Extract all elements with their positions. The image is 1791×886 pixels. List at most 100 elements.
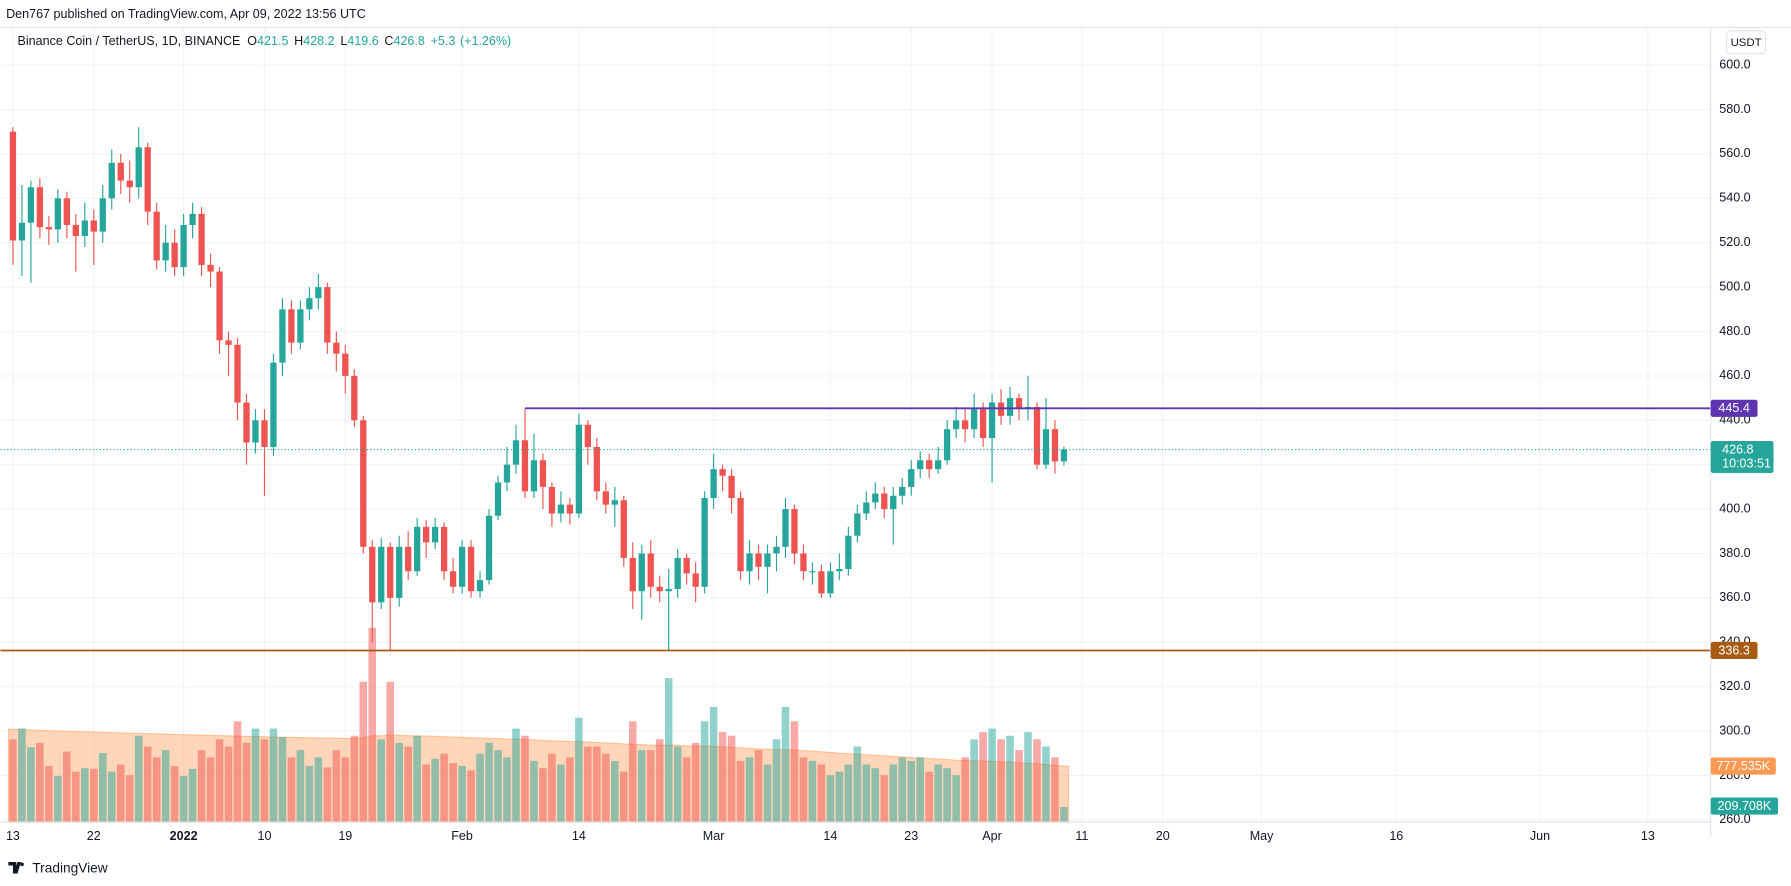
- last-price-badge: [1710, 441, 1774, 473]
- logo-icon: [8, 862, 21, 874]
- x-tick-label: 13: [1641, 829, 1655, 843]
- volume-bar: [72, 771, 80, 823]
- volume-bar: [673, 746, 682, 823]
- candle: [953, 406, 960, 439]
- currency: USDT: [1731, 37, 1762, 49]
- x-tick-label: 22: [87, 829, 101, 843]
- volume-bar: [548, 753, 556, 823]
- x-tick-label: 10: [257, 829, 271, 843]
- candle: [944, 420, 951, 465]
- y-tick-label: 540.0: [1719, 191, 1750, 205]
- volume-bar: [799, 757, 808, 823]
- candle: [764, 544, 771, 594]
- candle-body: [638, 553, 645, 592]
- candle: [297, 300, 304, 350]
- volume-bar: [81, 768, 89, 823]
- candle-body: [198, 213, 205, 265]
- candle-body: [117, 162, 124, 181]
- candle-body: [917, 460, 924, 470]
- candle: [988, 393, 996, 483]
- legend-l-label: L: [340, 35, 347, 49]
- volume-bar: [718, 732, 727, 823]
- candle: [108, 149, 115, 210]
- hline-badge: [1710, 399, 1758, 417]
- volume-bar: [161, 750, 170, 823]
- volume-bar: [305, 765, 314, 823]
- candle: [1051, 420, 1059, 474]
- x-tick-label: Feb: [451, 829, 473, 843]
- volume-bar: [440, 753, 448, 823]
- volume-bar: [233, 721, 242, 823]
- volume-badge: [1710, 797, 1779, 815]
- candle-body: [207, 264, 214, 272]
- candle-body: [665, 588, 672, 592]
- candle-body: [180, 224, 187, 268]
- volume-bar: [251, 728, 260, 823]
- candle: [270, 353, 277, 456]
- legend-c-label: C: [384, 35, 393, 49]
- volume-pane: [7, 627, 1070, 823]
- volume-bar: [997, 739, 1005, 823]
- candle-body: [503, 464, 511, 483]
- candle: [27, 180, 35, 283]
- candle: [36, 178, 44, 239]
- candle: [324, 282, 331, 354]
- candle-body: [252, 420, 259, 443]
- candle: [584, 420, 591, 465]
- volume-bar: [27, 747, 35, 823]
- candle: [728, 469, 735, 514]
- candle: [252, 409, 259, 454]
- candle-body: [306, 298, 313, 310]
- currency-box[interactable]: [1726, 30, 1767, 55]
- volume-bar: [1006, 735, 1014, 823]
- candle-body: [171, 242, 178, 268]
- volume-bar: [593, 746, 601, 823]
- x-tick-label: 14: [572, 829, 586, 843]
- volume-bar: [530, 760, 538, 823]
- y-tick-label: 560.0: [1719, 146, 1750, 160]
- volume-bar: [224, 746, 233, 823]
- volume-bar: [539, 768, 547, 823]
- volume-bar: [413, 735, 421, 823]
- candle-body: [494, 482, 502, 516]
- candle-body: [611, 500, 618, 505]
- candle-body: [566, 504, 574, 514]
- candle: [171, 229, 178, 277]
- candle-body: [153, 211, 160, 261]
- candle-body: [782, 509, 789, 547]
- y-tick-label: 500.0: [1719, 279, 1750, 293]
- candle: [845, 526, 852, 576]
- legend-high: 428.2: [303, 35, 334, 49]
- candle: [872, 482, 879, 510]
- axes: 260.0280.0300.0320.0340.0360.0380.0400.0…: [6, 57, 1751, 843]
- tradingview-logo: [8, 862, 24, 874]
- candle: [153, 202, 160, 270]
- volume-bar: [646, 750, 655, 823]
- candle: [539, 453, 547, 510]
- candle: [315, 273, 322, 310]
- candle: [791, 504, 798, 565]
- candle-body: [485, 515, 493, 581]
- volume-bar: [503, 757, 511, 823]
- candle: [881, 486, 888, 518]
- candle: [521, 409, 529, 498]
- candle: [997, 389, 1005, 425]
- volume-bar: [575, 717, 583, 823]
- volume-bar: [979, 732, 987, 823]
- volume-bar: [844, 764, 853, 823]
- candle: [99, 185, 106, 243]
- volume-bar: [98, 752, 107, 823]
- volume-bar: [422, 764, 430, 823]
- candle: [800, 544, 807, 581]
- candle-body: [944, 429, 951, 461]
- legend-change-pct: (+1.26%): [460, 35, 511, 49]
- candle: [512, 424, 520, 474]
- logo-dot: [20, 862, 24, 867]
- candle: [656, 575, 663, 603]
- candle-body: [369, 546, 376, 603]
- candle-body: [297, 309, 304, 343]
- candle: [54, 189, 62, 243]
- legend-change: +5.3: [431, 35, 456, 49]
- volume-bar: [485, 742, 493, 823]
